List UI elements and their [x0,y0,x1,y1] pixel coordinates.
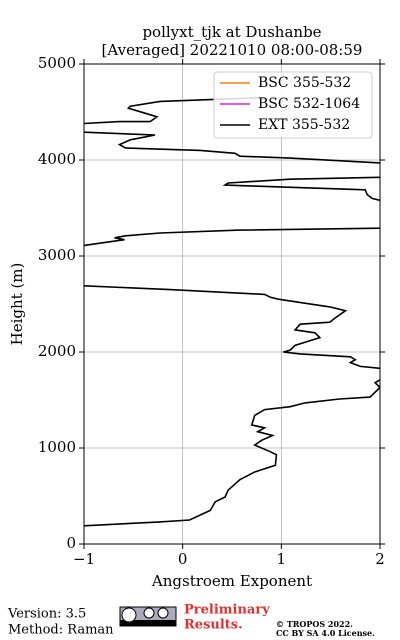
method-note: Method: Raman [8,623,114,638]
legend-box [213,71,373,139]
legend-label: EXT 355-532 [258,117,350,133]
y-axis-label: Height (m) [8,263,26,346]
legend-label: BSC 532-1064 [258,96,360,112]
x-axis-label: Angstroem Exponent [151,572,312,590]
copyright-note: CC BY SA 4.0 License. [276,628,375,638]
x-tick-label: −1 [73,550,95,568]
chart-title: [Averaged] 20221010 08:00-08:59 [102,41,363,59]
cc-badge [119,606,177,627]
x-tick-label: 1 [277,550,287,568]
copyright-note: © TROPOS 2022. [276,619,353,629]
y-tick-label: 2000 [38,342,76,360]
preliminary-note: Results. [184,618,243,633]
y-tick-label: 4000 [38,150,76,168]
chart-title: pollyxt_tjk at Dushanbe [142,23,321,41]
profile-line [84,96,380,527]
y-tick-label: 5000 [38,54,76,72]
y-tick-label: 3000 [38,246,76,264]
version-note: Version: 3.5 [7,607,86,622]
legend-label: BSC 355-532 [258,75,351,91]
plot-frame [83,63,381,545]
y-tick-label: 1000 [38,438,76,456]
preliminary-note: Preliminary [184,603,270,618]
x-tick-label: 2 [375,550,385,568]
y-tick-label: 0 [66,534,76,552]
x-tick-label: 0 [178,550,188,568]
